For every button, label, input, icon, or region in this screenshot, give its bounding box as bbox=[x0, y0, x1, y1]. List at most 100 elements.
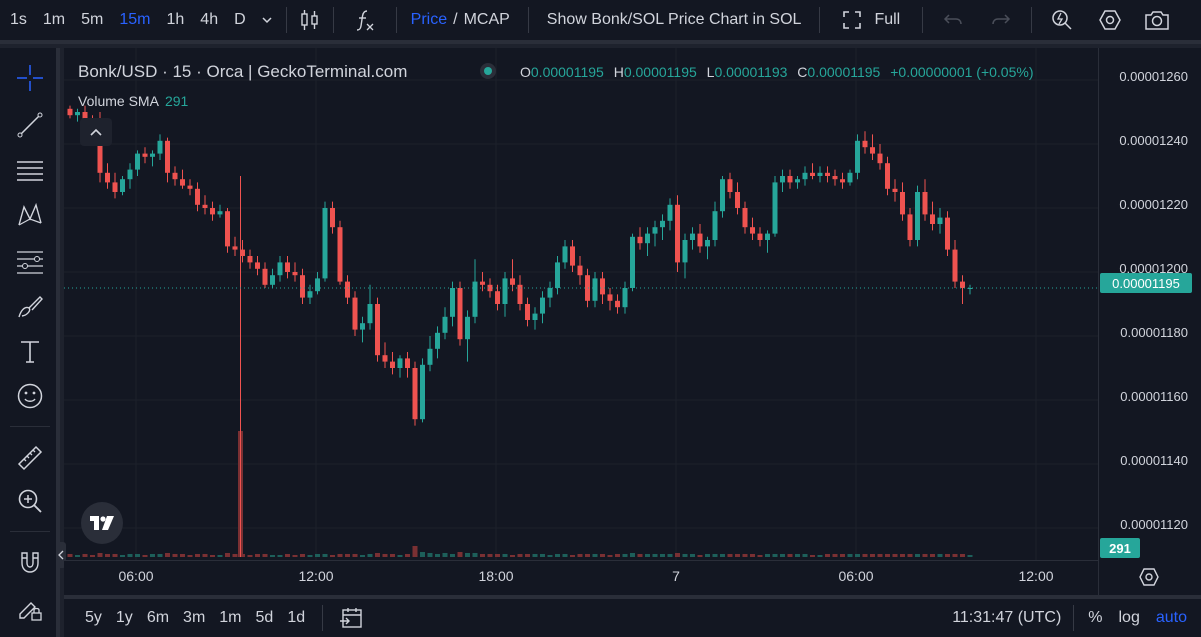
chart-pane[interactable] bbox=[64, 48, 1098, 595]
brush-tool[interactable] bbox=[10, 286, 50, 326]
trendline-icon bbox=[17, 112, 43, 138]
pencil-lock-icon bbox=[19, 602, 42, 621]
auto-scale-toggle[interactable]: auto bbox=[1155, 609, 1187, 626]
show-sol-chart-button[interactable]: Show Bonk/SOL Price Chart in SOL bbox=[546, 11, 802, 28]
undo-icon bbox=[944, 14, 962, 25]
volume-bar bbox=[345, 554, 350, 557]
time-tick-label: 12:00 bbox=[298, 568, 334, 584]
zoom-in-tool[interactable] bbox=[10, 481, 50, 521]
interval-4h[interactable]: 4h bbox=[200, 11, 219, 28]
candle bbox=[120, 176, 125, 196]
volume-bar bbox=[82, 554, 88, 557]
indicators-button[interactable] bbox=[340, 0, 390, 42]
redo-button[interactable] bbox=[977, 0, 1025, 42]
candlestick-chart[interactable] bbox=[64, 48, 1098, 560]
volume-bar bbox=[75, 555, 80, 557]
log-toggle[interactable]: log bbox=[1118, 609, 1140, 626]
volume-bar bbox=[120, 555, 125, 557]
interval-1m[interactable]: 1m bbox=[42, 11, 66, 28]
interval-dropdown-button[interactable] bbox=[254, 0, 280, 42]
date-range-button[interactable] bbox=[329, 599, 375, 637]
range-6m[interactable]: 6m bbox=[146, 609, 170, 626]
volume-bar bbox=[210, 555, 215, 557]
candle bbox=[682, 233, 688, 279]
text-tool[interactable] bbox=[10, 331, 50, 371]
volume-bar bbox=[615, 554, 620, 557]
candle bbox=[525, 297, 530, 327]
quick-search-icon bbox=[1052, 10, 1072, 30]
volume-bar bbox=[735, 554, 740, 557]
volume-sma-legend[interactable]: Volume SMA 291 bbox=[78, 93, 188, 109]
tradingview-logo[interactable] bbox=[81, 502, 123, 544]
fib-tool[interactable] bbox=[10, 150, 50, 190]
prediction-tool[interactable] bbox=[10, 241, 50, 281]
toolbar-divider bbox=[395, 7, 397, 33]
percent-toggle[interactable]: % bbox=[1088, 609, 1103, 626]
candle bbox=[375, 297, 380, 362]
emoji-tool[interactable] bbox=[10, 376, 50, 416]
tool-divider bbox=[10, 531, 50, 532]
volume-bar bbox=[195, 554, 200, 557]
candle bbox=[705, 236, 710, 260]
toolbar-collapse-handle[interactable] bbox=[56, 542, 66, 568]
collapse-legend-button[interactable] bbox=[80, 118, 112, 146]
range-5d[interactable]: 5d bbox=[255, 609, 274, 626]
chart-type-button[interactable] bbox=[293, 0, 327, 42]
interval-1s[interactable]: 1s bbox=[10, 11, 27, 28]
candle bbox=[592, 272, 598, 308]
range-1d[interactable]: 1d bbox=[287, 609, 306, 626]
range-3m[interactable]: 3m bbox=[183, 609, 206, 626]
interval-1h[interactable]: 1h bbox=[166, 11, 185, 28]
mcap-option[interactable]: MCAP bbox=[463, 11, 510, 28]
measure-tool[interactable] bbox=[10, 438, 50, 478]
price-mcap-toggle[interactable]: Price / MCAP bbox=[403, 0, 516, 42]
time-scale[interactable] bbox=[64, 560, 1098, 595]
candle bbox=[465, 310, 470, 362]
volume-bar bbox=[645, 554, 650, 557]
magnet-tool[interactable] bbox=[10, 543, 50, 583]
crosshair-tool[interactable] bbox=[10, 58, 50, 98]
scale-settings-button[interactable] bbox=[1138, 566, 1160, 593]
volume-bar bbox=[900, 554, 905, 557]
volume-bar bbox=[435, 554, 440, 557]
candle bbox=[952, 240, 958, 288]
range-1y[interactable]: 1y bbox=[115, 609, 133, 626]
candle bbox=[292, 262, 298, 282]
range-5y[interactable]: 5y bbox=[85, 609, 102, 626]
volume-bar bbox=[930, 554, 935, 557]
interval-15m[interactable]: 15m bbox=[119, 11, 151, 28]
clock-timezone[interactable]: 11:31:47 (UTC) bbox=[952, 609, 1062, 626]
candle bbox=[802, 166, 808, 186]
settings-button[interactable] bbox=[1086, 0, 1134, 42]
price-scale[interactable] bbox=[1098, 48, 1201, 595]
range-1m[interactable]: 1m bbox=[219, 609, 242, 626]
range-group: 5y 1y 6m 3m 1m 5d 1d bbox=[64, 599, 312, 637]
volume-bar bbox=[840, 554, 845, 557]
candle bbox=[532, 307, 538, 330]
volume-bar bbox=[960, 554, 965, 557]
volume-bar bbox=[682, 554, 688, 557]
candle bbox=[165, 137, 170, 183]
horizontal-lines-icon bbox=[17, 161, 43, 181]
interval-5m[interactable]: 5m bbox=[81, 11, 104, 28]
fullscreen-button[interactable]: Full bbox=[826, 0, 916, 42]
undo-button[interactable] bbox=[929, 0, 977, 42]
volume-bar bbox=[945, 554, 950, 557]
pattern-tool[interactable] bbox=[10, 195, 50, 235]
low-key: L bbox=[706, 64, 715, 80]
symbol-title[interactable]: Bonk/USD · 15 · Orca | GeckoTerminal.com bbox=[78, 62, 408, 81]
candle bbox=[262, 262, 268, 288]
volume-sma-label: Volume SMA bbox=[78, 93, 159, 109]
function-icon bbox=[356, 10, 374, 31]
toolbar-divider bbox=[322, 605, 324, 631]
interval-D[interactable]: D bbox=[234, 11, 246, 28]
trendline-tool[interactable] bbox=[10, 105, 50, 145]
candles-icon bbox=[300, 10, 318, 30]
candle bbox=[690, 227, 695, 250]
quick-search-button[interactable] bbox=[1038, 0, 1086, 42]
lock-drawing-tool[interactable] bbox=[10, 588, 50, 628]
volume-bar bbox=[90, 555, 95, 557]
price-option[interactable]: Price bbox=[410, 11, 448, 28]
screenshot-button[interactable] bbox=[1134, 0, 1180, 42]
volume-bar bbox=[825, 554, 830, 557]
